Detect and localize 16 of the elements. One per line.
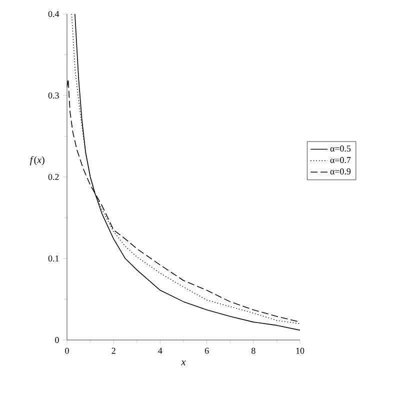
legend-label: α=0.5 <box>330 146 351 152</box>
x-tick-label: 6 <box>204 348 209 354</box>
x-tick-label: 2 <box>112 348 116 354</box>
x-tick-label: 10 <box>296 348 304 354</box>
y-tick-label: 0 <box>55 336 59 344</box>
legend-label: α=0.7 <box>330 156 351 164</box>
x-axis-title: x <box>181 360 186 366</box>
x-tick-label: 8 <box>252 348 256 354</box>
x-tick-label: 4 <box>158 348 162 354</box>
y-tick-label: 0.1 <box>48 255 59 262</box>
y-tick-label: 0.2 <box>48 174 59 180</box>
legend-label: α=0.9 <box>330 168 351 174</box>
y-axis-title: f(x) <box>30 156 44 166</box>
y-tick-label: 0.3 <box>48 92 59 99</box>
x-tick-label: 0 <box>65 348 69 354</box>
y-tick-label: 0.4 <box>48 10 60 18</box>
